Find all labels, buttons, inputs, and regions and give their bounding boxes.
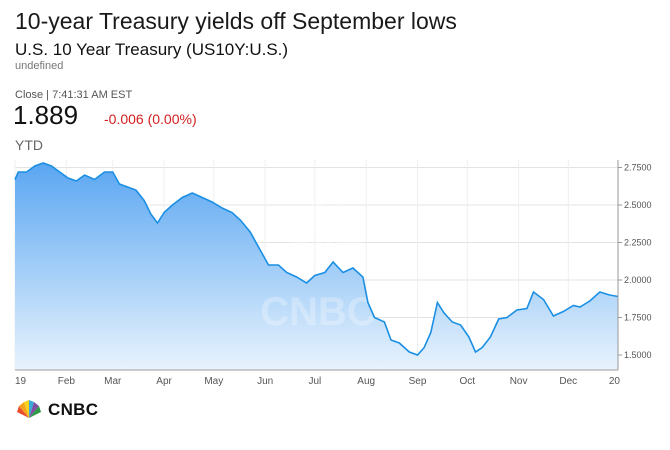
range-label[interactable]: YTD bbox=[15, 137, 43, 153]
x-tick-label: May bbox=[204, 376, 223, 387]
x-tick-label: 20 bbox=[609, 376, 621, 387]
area-fill bbox=[15, 163, 618, 370]
x-tick-label: Jun bbox=[257, 376, 273, 387]
security-name: U.S. 10 Year Treasury (US10Y:U.S.) bbox=[15, 40, 289, 59]
y-tick-label: 1.7500 bbox=[624, 313, 652, 323]
x-tick-label: Feb bbox=[58, 376, 76, 387]
price-change: -0.006 (0.00%) bbox=[104, 111, 197, 127]
cnbc-logo: CNBC bbox=[14, 400, 98, 420]
x-tick-label: Mar bbox=[104, 376, 122, 387]
yield-chart: CNBC 2.7500 2.5000 2.2500 2.0000 1.7500 1.500… bbox=[14, 160, 652, 387]
last-price: 1.889 bbox=[13, 100, 79, 130]
x-tick-label: Oct bbox=[459, 376, 475, 387]
security-subtitle: undefined bbox=[15, 60, 64, 72]
x-tick-label: Apr bbox=[156, 376, 172, 387]
watermark-logo: CNBC bbox=[260, 198, 376, 334]
y-tick-label: 2.0000 bbox=[624, 275, 652, 285]
x-tick-label: Aug bbox=[357, 376, 375, 387]
x-tick-label: Sep bbox=[409, 376, 427, 387]
x-tick-label: Dec bbox=[559, 376, 577, 387]
cnbc-wordmark: CNBC bbox=[48, 400, 99, 419]
peacock-icon bbox=[17, 400, 41, 418]
watermark-text: CNBC bbox=[260, 290, 376, 334]
x-tick-label: 19 bbox=[15, 376, 27, 387]
headline: 10-year Treasury yields off September lo… bbox=[15, 8, 457, 34]
x-tick-label: Nov bbox=[510, 376, 528, 387]
series-line bbox=[14, 162, 619, 356]
x-tick-label: Jul bbox=[308, 376, 321, 387]
y-tick-label: 1.5000 bbox=[624, 350, 652, 360]
y-tick-label: 2.5000 bbox=[624, 200, 652, 210]
y-tick-label: 2.2500 bbox=[624, 238, 652, 248]
y-tick-label: 2.7500 bbox=[624, 163, 652, 173]
close-timestamp: Close | 7:41:31 AM EST bbox=[15, 89, 133, 101]
